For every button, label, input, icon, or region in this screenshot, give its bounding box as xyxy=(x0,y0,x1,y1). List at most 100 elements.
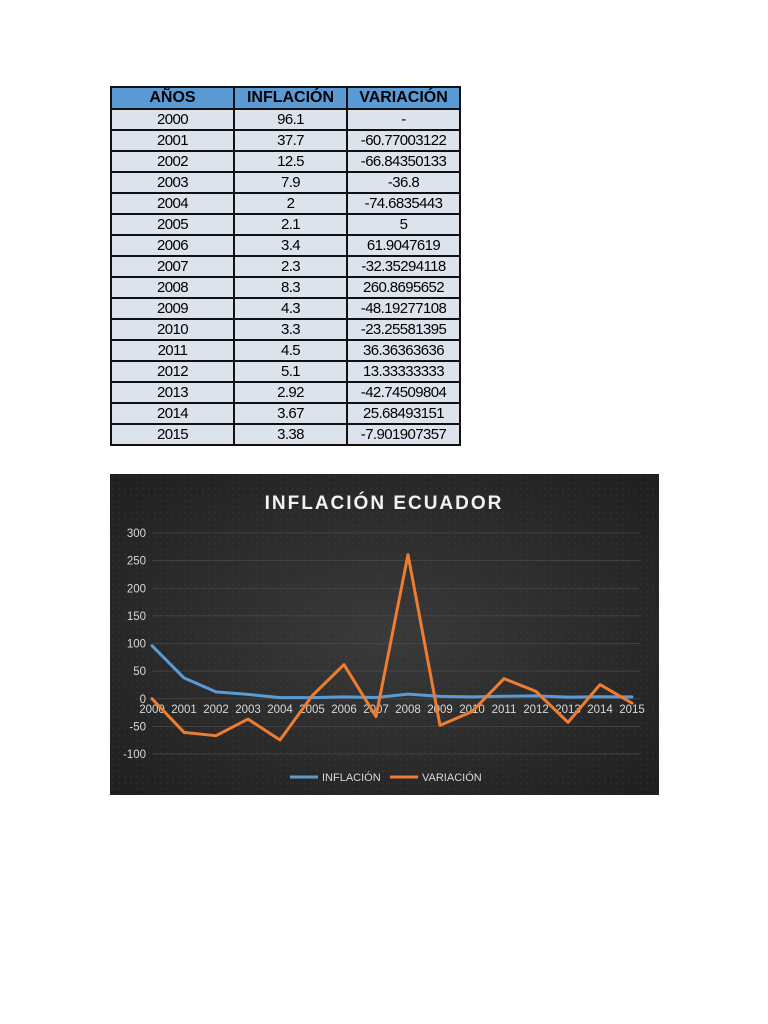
x-tick-label: 2015 xyxy=(619,704,645,716)
variation-cell: -36.8 xyxy=(346,171,461,194)
chart-title: INFLACIÓN ECUADOR xyxy=(265,492,504,514)
x-tick-label: 2014 xyxy=(587,704,613,716)
inflation-cell: 3.4 xyxy=(233,234,348,257)
year-cell: 2003 xyxy=(110,171,235,194)
y-tick-label: -50 xyxy=(129,721,146,733)
inflation-cell: 2.92 xyxy=(233,381,348,404)
inflation-cell: 96.1 xyxy=(233,108,348,131)
table-body: 2000 96.1-2001 37.7 -60.77003122 2002 12.5 -66… xyxy=(110,108,461,446)
year-cell: 2011 xyxy=(110,339,235,362)
series-layer xyxy=(150,553,634,742)
header-years: AÑOS xyxy=(110,86,235,110)
x-tick-label: 2006 xyxy=(331,704,357,716)
table-row: 2008 8.3 260.8695652 xyxy=(110,276,461,299)
year-cell: 2012 xyxy=(110,360,235,383)
y-tick-label: 50 xyxy=(133,666,146,678)
x-tick-label: 2011 xyxy=(492,704,517,716)
x-tick-label: 2004 xyxy=(267,704,293,716)
year-cell: 2006 xyxy=(110,234,235,257)
inflation-cell: 4.5 xyxy=(233,339,348,362)
y-tick-label: -100 xyxy=(123,749,146,761)
inflation-cell: 37.7 xyxy=(233,129,348,152)
x-tick-label: 2012 xyxy=(523,704,549,716)
table-row: 2011 4.5 36.36363636 xyxy=(110,339,461,362)
chart-legend: INFLACIÓN VARIACIÓN xyxy=(290,771,482,784)
year-cell: 2002 xyxy=(110,150,235,173)
variation-cell: -60.77003122 xyxy=(346,129,461,152)
inflation-cell: 5.1 xyxy=(233,360,348,383)
inflation-cell: 2 xyxy=(233,192,348,215)
year-cell: 2009 xyxy=(110,297,235,320)
year-cell: 2008 xyxy=(110,276,235,299)
variation-cell: 25.68493151 xyxy=(346,402,461,425)
year-cell: 2001 xyxy=(110,129,235,152)
table-row: 2014 3.67 25.68493151 xyxy=(110,402,461,425)
legend-label: VARIACIÓN xyxy=(422,771,482,784)
series-line-inflaci-n xyxy=(150,644,634,700)
y-tick-label: 300 xyxy=(127,528,146,540)
variation-cell: -23.25581395 xyxy=(346,318,461,341)
x-tick-label: 2002 xyxy=(203,704,229,716)
table-row: 2000 96.1- xyxy=(110,108,461,131)
y-tick-label: 0 xyxy=(140,694,146,706)
table-row: 2004 2 -74.6835443 xyxy=(110,192,461,215)
table-row: 2009 4.3 -48.19277108 xyxy=(110,297,461,320)
inflation-cell: 12.5 xyxy=(233,150,348,173)
table-row: 2015 3.38 -7.901907357 xyxy=(110,423,461,446)
inflation-chart: INFLACIÓN ECUADOR 300 250 200 150 100 50 0 -50 -… xyxy=(110,474,659,795)
header-inflation: INFLACIÓN xyxy=(233,86,348,110)
variation-cell: -48.19277108 xyxy=(346,297,461,320)
year-cell: 2014 xyxy=(110,402,235,425)
inflation-cell: 2.3 xyxy=(233,255,348,278)
year-cell: 2005 xyxy=(110,213,235,236)
table-row: 2002 12.5 -66.84350133 xyxy=(110,150,461,173)
year-cell: 2015 xyxy=(110,423,235,446)
chart-svg: INFLACIÓN ECUADOR 300 250 200 150 100 50 0 -50 -… xyxy=(110,474,659,795)
variation-cell: -74.6835443 xyxy=(346,192,461,215)
x-tick-label: 2009 xyxy=(427,704,453,716)
y-tick-label: 250 xyxy=(127,556,146,568)
y-tick-label: 150 xyxy=(127,611,146,623)
inflation-cell: 2.1 xyxy=(233,213,348,236)
x-tick-label: 2001 xyxy=(171,704,197,716)
variation-cell: -42.74509804 xyxy=(346,381,461,404)
inflation-cell: 8.3 xyxy=(233,276,348,299)
variation-cell: - xyxy=(346,108,461,131)
variation-cell: 260.8695652 xyxy=(346,276,461,299)
variation-cell: 61.9047619 xyxy=(346,234,461,257)
table-row: 2010 3.3 -23.25581395 xyxy=(110,318,461,341)
x-tick-label: 2008 xyxy=(395,704,421,716)
variation-cell: 36.36363636 xyxy=(346,339,461,362)
table-row: 2001 37.7 -60.77003122 xyxy=(110,129,461,152)
variation-cell: -66.84350133 xyxy=(346,150,461,173)
legend-label: INFLACIÓN xyxy=(322,771,381,784)
table-header-row: AÑOS INFLACIÓN VARIACIÓN xyxy=(110,86,461,110)
y-tick-label: 100 xyxy=(127,639,146,651)
table-row: 2013 2.92 -42.74509804 xyxy=(110,381,461,404)
table-row: 2003 7.9 -36.8 xyxy=(110,171,461,194)
year-cell: 2013 xyxy=(110,381,235,404)
inflation-cell: 7.9 xyxy=(233,171,348,194)
variation-cell: -7.901907357 xyxy=(346,423,461,446)
variation-cell: 13.33333333 xyxy=(346,360,461,383)
year-cell: 2010 xyxy=(110,318,235,341)
inflation-cell: 4.3 xyxy=(233,297,348,320)
year-cell: 2007 xyxy=(110,255,235,278)
chart-texture xyxy=(110,474,659,795)
series-line-variaci-n xyxy=(150,553,634,742)
inflation-cell: 3.67 xyxy=(233,402,348,425)
inflation-table: AÑOS INFLACIÓN VARIACIÓN 2000 96.1-2001 37… xyxy=(110,86,461,446)
x-tick-label: 2003 xyxy=(235,704,261,716)
inflation-cell: 3.3 xyxy=(233,318,348,341)
y-axis-ticks: 300 250 200 150 100 50 0 -50 -100 xyxy=(123,528,146,761)
table-row: 2012 5.1 13.33333333 xyxy=(110,360,461,383)
table-row: 2006 3.4 61.9047619 xyxy=(110,234,461,257)
y-tick-label: 200 xyxy=(127,583,146,595)
year-cell: 2004 xyxy=(110,192,235,215)
header-variation: VARIACIÓN xyxy=(346,86,461,110)
year-cell: 2000 xyxy=(110,108,235,131)
table-row: 2007 2.3 -32.35294118 xyxy=(110,255,461,278)
variation-cell: -32.35294118 xyxy=(346,255,461,278)
variation-cell: 5 xyxy=(346,213,461,236)
inflation-cell: 3.38 xyxy=(233,423,348,446)
